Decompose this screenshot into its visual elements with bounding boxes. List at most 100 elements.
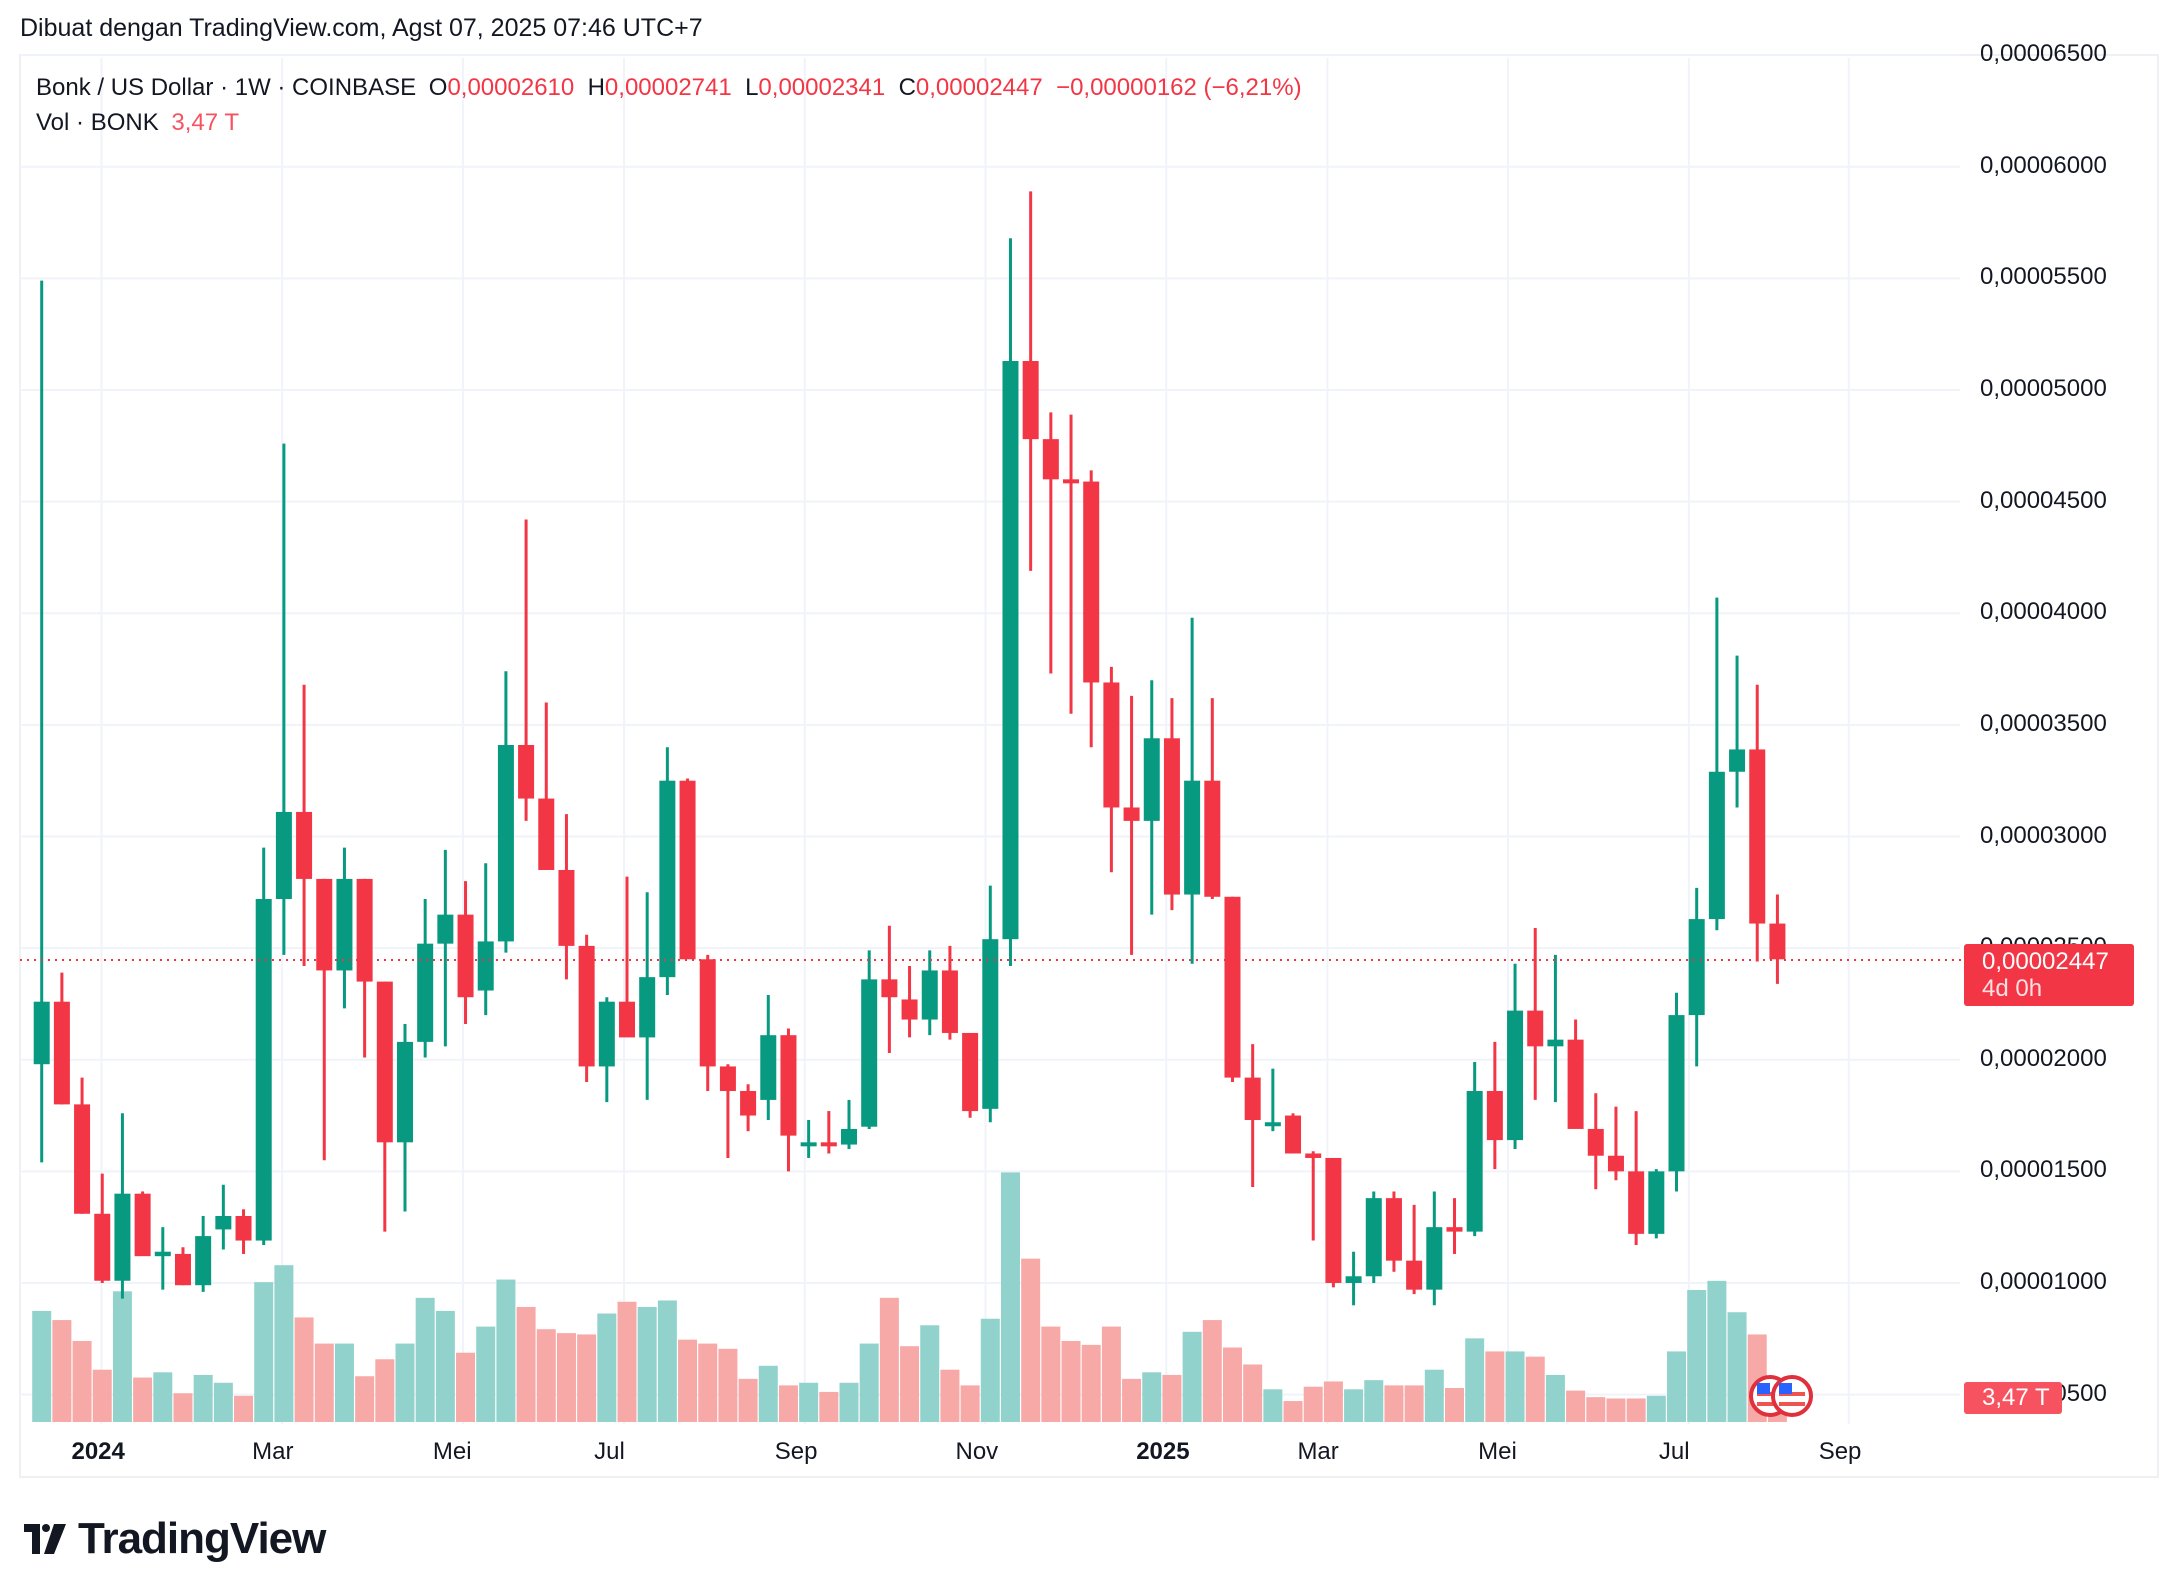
candle-up[interactable] xyxy=(1264,1122,1281,1127)
candle-up[interactable] xyxy=(841,1128,858,1145)
candle-down[interactable] xyxy=(941,970,958,1033)
candle-up[interactable] xyxy=(33,1001,50,1065)
candle-up[interactable] xyxy=(1466,1090,1483,1232)
candle-down[interactable] xyxy=(53,1001,70,1105)
candle-up[interactable] xyxy=(982,939,999,1109)
candle-down[interactable] xyxy=(1063,479,1080,484)
candle-down[interactable] xyxy=(699,959,716,1067)
us-flag-event-icon[interactable] xyxy=(1771,1375,1813,1417)
candle-down[interactable] xyxy=(1486,1090,1503,1141)
candle-up[interactable] xyxy=(275,811,292,900)
candle-down[interactable] xyxy=(296,811,313,879)
candle-down[interactable] xyxy=(538,798,555,870)
candle-down[interactable] xyxy=(1224,896,1241,1078)
candle-down[interactable] xyxy=(1406,1260,1423,1290)
candle-up[interactable] xyxy=(195,1236,212,1286)
candle-down[interactable] xyxy=(679,780,696,960)
candle-down[interactable] xyxy=(578,945,595,1067)
last-price-tag: 0,00002447 4d 0h xyxy=(1964,944,2134,1006)
candle-up[interactable] xyxy=(1668,1015,1685,1172)
candle-down[interactable] xyxy=(356,878,373,982)
candle-down[interactable] xyxy=(174,1253,191,1286)
candle-down[interactable] xyxy=(962,1032,979,1112)
candle-down[interactable] xyxy=(94,1213,111,1281)
candle-down[interactable] xyxy=(1385,1198,1402,1261)
candle-down[interactable] xyxy=(1244,1077,1261,1121)
candle-up[interactable] xyxy=(1345,1276,1362,1283)
candle-down[interactable] xyxy=(1749,749,1766,924)
candle-up[interactable] xyxy=(1002,361,1019,940)
candle-down[interactable] xyxy=(1628,1171,1645,1234)
candle-up[interactable] xyxy=(417,943,434,1042)
volume-bar xyxy=(1727,1312,1747,1422)
candle-down[interactable] xyxy=(1083,481,1100,683)
candle-up[interactable] xyxy=(861,979,878,1127)
candle-down[interactable] xyxy=(901,999,918,1020)
candle-down[interactable] xyxy=(1325,1157,1342,1283)
candle-up[interactable] xyxy=(336,878,353,971)
candle-down[interactable] xyxy=(1607,1155,1624,1172)
candle-up[interactable] xyxy=(114,1193,131,1281)
candle-down[interactable] xyxy=(74,1104,91,1214)
candle-down[interactable] xyxy=(881,979,898,998)
volume-bar xyxy=(1303,1386,1323,1422)
candle-down[interactable] xyxy=(376,981,393,1143)
candle-up[interactable] xyxy=(760,1035,777,1100)
candle-down[interactable] xyxy=(1042,439,1059,480)
candle-up[interactable] xyxy=(659,780,676,978)
candle-up[interactable] xyxy=(1547,1039,1564,1047)
candle-down[interactable] xyxy=(780,1035,797,1136)
candle-up[interactable] xyxy=(1365,1198,1382,1277)
symbol-label[interactable]: Bonk / US Dollar · 1W · COINBASE xyxy=(36,74,417,101)
candle-down[interactable] xyxy=(719,1066,736,1091)
candle-down[interactable] xyxy=(1567,1039,1584,1129)
candle-down[interactable] xyxy=(1103,682,1120,808)
candle-up[interactable] xyxy=(598,1001,615,1067)
candle-up[interactable] xyxy=(639,977,656,1038)
candle-down[interactable] xyxy=(518,744,535,799)
candle-down[interactable] xyxy=(740,1090,757,1116)
candle-up[interactable] xyxy=(1729,749,1746,772)
candle-up[interactable] xyxy=(477,941,494,991)
candle-up[interactable] xyxy=(800,1142,817,1147)
candle-up[interactable] xyxy=(1648,1171,1665,1234)
candle-down[interactable] xyxy=(1527,1010,1544,1047)
candle-down[interactable] xyxy=(457,914,474,998)
candle-up[interactable] xyxy=(1426,1227,1443,1290)
candle-up[interactable] xyxy=(255,899,272,1241)
candle-up[interactable] xyxy=(1688,919,1705,1016)
candle-down[interactable] xyxy=(134,1193,151,1257)
candle-down[interactable] xyxy=(619,1001,636,1038)
candle-down[interactable] xyxy=(1446,1227,1463,1232)
candle-up[interactable] xyxy=(396,1041,413,1143)
candle-down[interactable] xyxy=(1022,361,1039,440)
candle-up[interactable] xyxy=(921,970,938,1020)
candle-down[interactable] xyxy=(235,1215,252,1241)
candle-down[interactable] xyxy=(1204,780,1221,897)
volume-bar xyxy=(1606,1398,1626,1422)
candle-down[interactable] xyxy=(1769,923,1786,960)
candle-up[interactable] xyxy=(497,744,514,942)
candle-up[interactable] xyxy=(215,1215,232,1230)
candle-down[interactable] xyxy=(1123,807,1140,821)
candle-up[interactable] xyxy=(154,1251,171,1257)
candle-down[interactable] xyxy=(820,1142,837,1147)
candle-up[interactable] xyxy=(1507,1010,1524,1141)
candle-down[interactable] xyxy=(1587,1128,1604,1156)
chart-caption: Dibuat dengan TradingView.com, Agst 07, … xyxy=(20,14,703,42)
candle-down[interactable] xyxy=(1163,738,1180,895)
volume-bar xyxy=(234,1395,254,1422)
volume-label[interactable]: Vol · BONK xyxy=(36,109,159,136)
tradingview-logo[interactable]: TradingView xyxy=(24,1514,326,1564)
volume-bar xyxy=(657,1300,677,1422)
price-tick-label: 0,00005000 xyxy=(1980,375,2107,403)
candle-down[interactable] xyxy=(558,869,575,946)
candle-down[interactable] xyxy=(1285,1115,1302,1154)
candle-up[interactable] xyxy=(1708,771,1725,920)
candle-up[interactable] xyxy=(1184,780,1201,895)
candle-up[interactable] xyxy=(1143,738,1160,821)
candle-down[interactable] xyxy=(316,878,333,971)
candle-up[interactable] xyxy=(437,914,454,944)
candle-down[interactable] xyxy=(1305,1153,1322,1158)
